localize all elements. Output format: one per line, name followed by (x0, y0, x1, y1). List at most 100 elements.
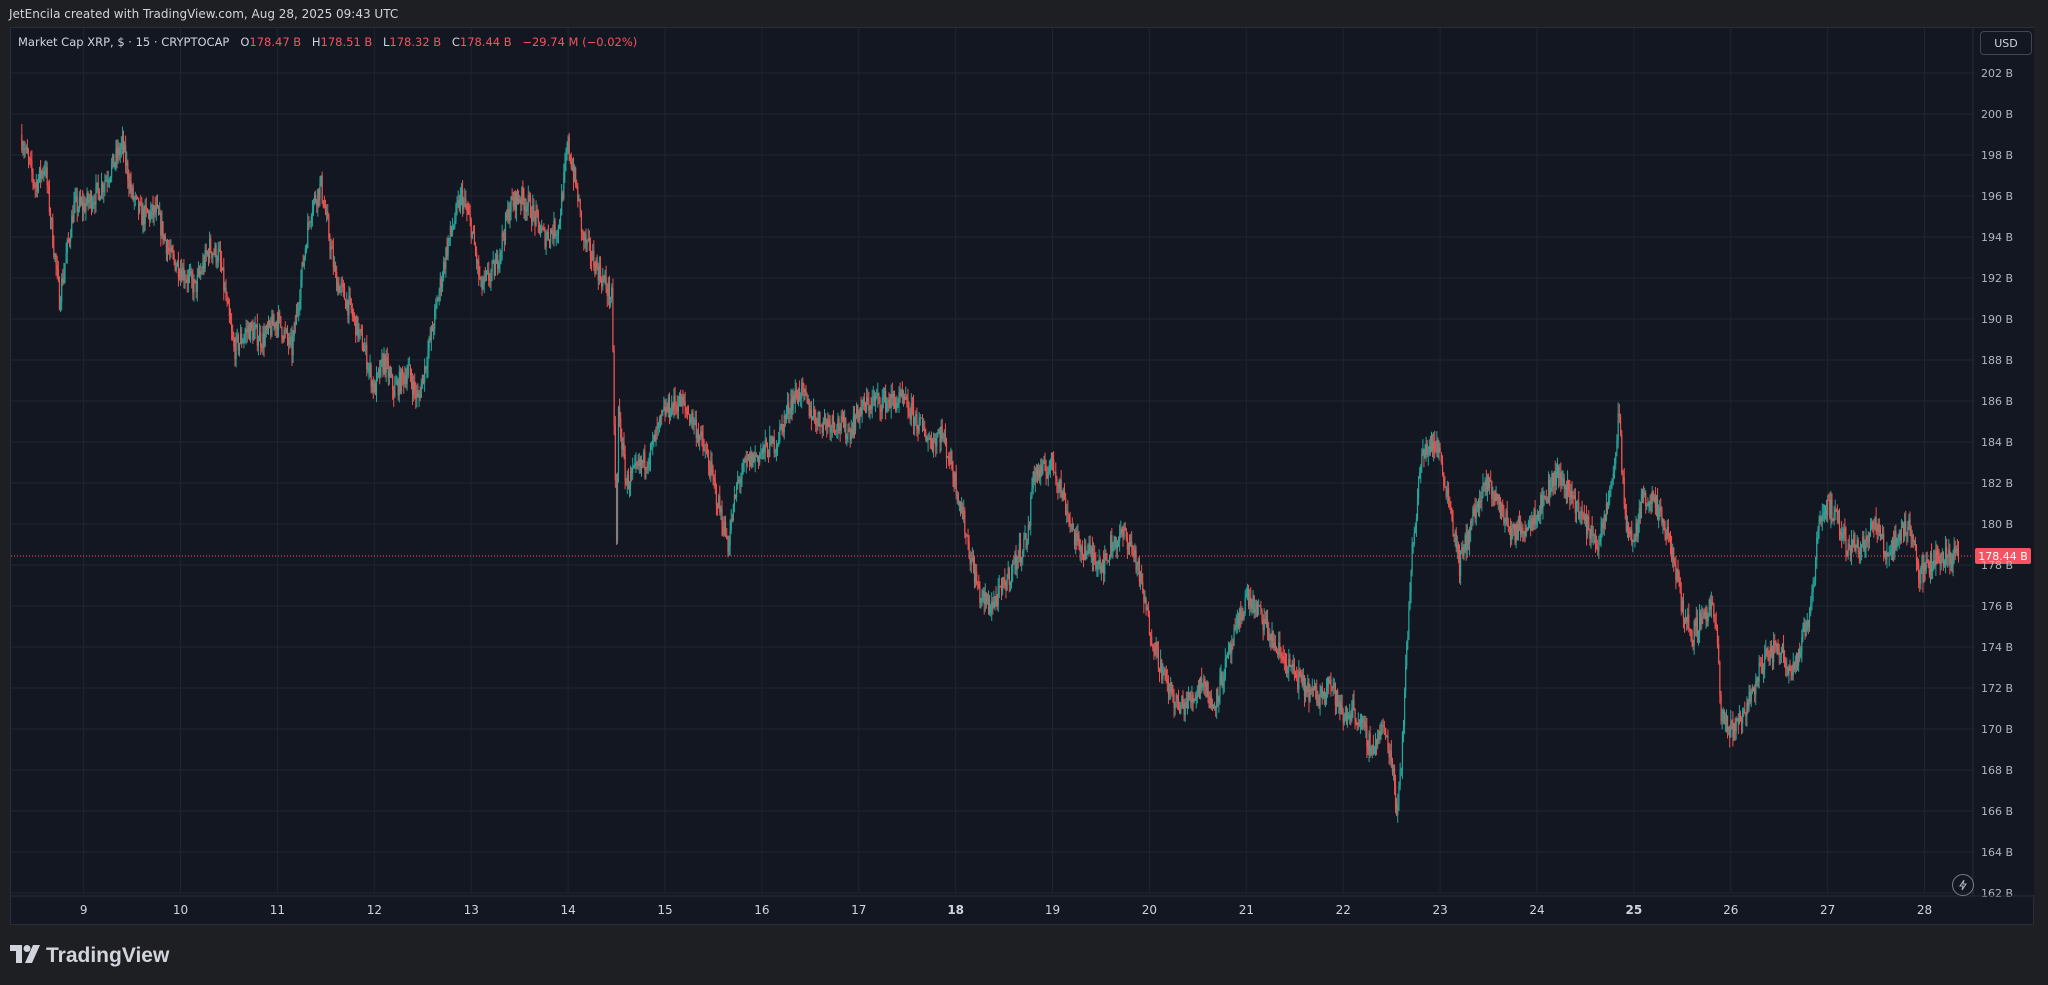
candle-body (675, 405, 677, 407)
candle-body (1144, 598, 1146, 603)
candle-body (1166, 679, 1168, 683)
candle-body (1444, 486, 1446, 488)
candle-body (1843, 528, 1845, 535)
candle-body (288, 339, 290, 345)
candle-body (517, 199, 520, 202)
tradingview-logo[interactable]: TradingView (10, 944, 169, 968)
candle-body (317, 189, 319, 206)
candle-body (548, 239, 551, 242)
candle-body (751, 452, 753, 468)
candle-body (1833, 512, 1835, 521)
candle-body (402, 369, 404, 375)
candle-body (1507, 524, 1509, 527)
candle-body (595, 260, 597, 275)
candle-body (833, 424, 836, 431)
candle-body (1436, 439, 1438, 452)
candle-body (1146, 606, 1148, 611)
candle-body (1696, 617, 1699, 635)
candle-body (1522, 527, 1524, 534)
candle-body (1113, 543, 1115, 551)
candle-body (1690, 629, 1692, 632)
candle-body (1842, 534, 1844, 539)
candle-body (1856, 540, 1858, 547)
candle-body (1342, 713, 1344, 723)
candle-body (907, 398, 909, 412)
candle-body (392, 375, 394, 391)
candle-body (1820, 517, 1822, 521)
candle-body (1504, 521, 1506, 523)
candle-body (680, 392, 682, 407)
candle-body (1508, 526, 1511, 527)
candle-body (44, 171, 46, 173)
candle-body (1868, 532, 1871, 542)
y-tick-label: 198 B (1981, 149, 2013, 162)
candle-body (1545, 498, 1547, 502)
candle-body (395, 383, 397, 385)
candle-body (207, 251, 210, 260)
candle-body (1475, 506, 1477, 519)
candle-body (593, 250, 595, 267)
candle-body (864, 404, 867, 412)
candle-body (1930, 553, 1933, 572)
candle-body (1462, 547, 1464, 557)
candle-body (93, 202, 95, 205)
candle-body (1852, 539, 1854, 547)
candle-body (1631, 529, 1633, 542)
candle-body (345, 299, 347, 309)
legend-symbol: Market Cap XRP, $ · 15 · CRYPTOCAP (18, 35, 230, 49)
candle-body (567, 136, 569, 151)
candle-body (168, 247, 170, 251)
candle-body (553, 220, 555, 239)
candle-body (1332, 686, 1334, 689)
candle-body (78, 197, 80, 209)
candle-body (1823, 512, 1826, 515)
candle-body (438, 291, 440, 302)
candle-body (1028, 525, 1031, 527)
candle-body (64, 263, 66, 273)
candle-body (456, 203, 458, 205)
candle-body (695, 419, 697, 439)
candle-body (789, 412, 791, 414)
candle-body (1812, 582, 1814, 593)
candle-body (1602, 522, 1604, 528)
candle-body (1513, 523, 1515, 530)
candle-body (1123, 527, 1125, 537)
candle-body (1087, 545, 1089, 554)
candle-body (1220, 672, 1222, 677)
lightning-icon[interactable] (1952, 874, 1974, 896)
candle-body (343, 287, 346, 300)
y-tick-label: 192 B (1981, 272, 2013, 285)
candle-body (305, 247, 308, 249)
candle-body (1315, 686, 1317, 690)
candle-body (1229, 643, 1231, 652)
candle-body (1799, 649, 1801, 658)
candle-body (844, 417, 846, 428)
y-tick-label: 200 B (1981, 108, 2013, 121)
candle-body (1454, 532, 1456, 536)
candle-body (1021, 557, 1023, 562)
candle-body (1327, 677, 1329, 688)
candle-body (682, 396, 684, 404)
candle-body (1895, 531, 1897, 548)
candle-body (202, 261, 204, 272)
currency-button[interactable]: USD (1980, 31, 2032, 55)
candle-body (1714, 617, 1716, 623)
candle-body (734, 494, 737, 498)
candle-body (973, 565, 976, 583)
candle-body (1518, 519, 1521, 527)
candle-body (1337, 690, 1339, 707)
candle-body (863, 398, 865, 405)
candle-body (775, 446, 778, 452)
candle-body (1896, 542, 1898, 548)
candle-body (1136, 564, 1138, 570)
candle-body (219, 249, 222, 262)
candle-body (1377, 734, 1379, 746)
candle-body (487, 270, 489, 272)
candle-body (710, 460, 712, 477)
candle-body (1887, 552, 1889, 557)
candle-body (281, 326, 283, 338)
candle-body (1804, 623, 1806, 637)
candle-body (820, 425, 822, 427)
candle-body (1862, 536, 1864, 545)
